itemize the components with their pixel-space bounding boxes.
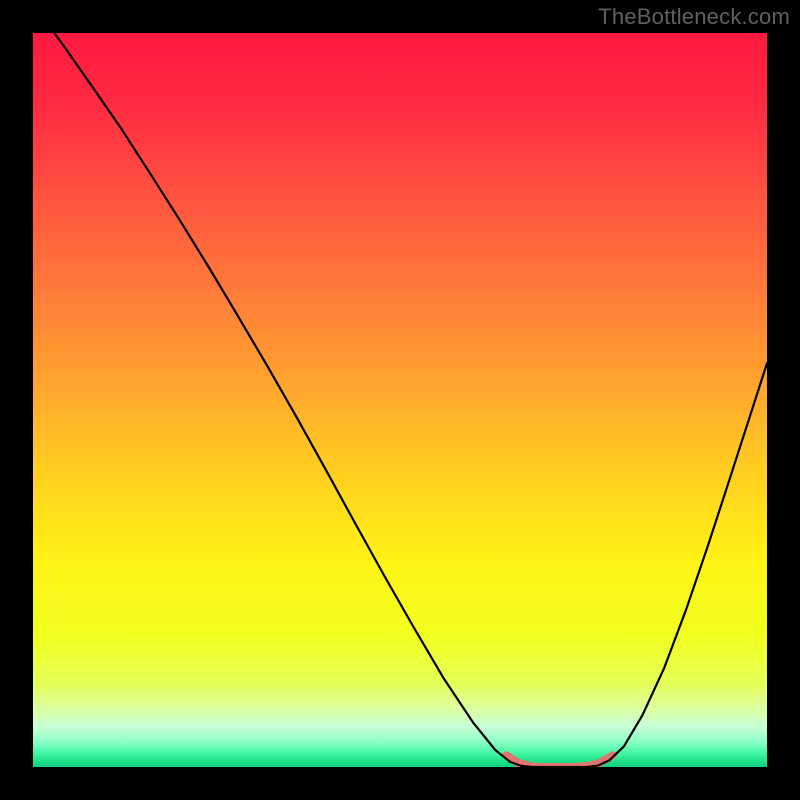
plot-background	[33, 33, 767, 767]
source-credit: TheBottleneck.com	[598, 4, 790, 30]
chart-frame: TheBottleneck.com	[0, 0, 800, 800]
bottleneck-curve-plot	[0, 0, 800, 800]
